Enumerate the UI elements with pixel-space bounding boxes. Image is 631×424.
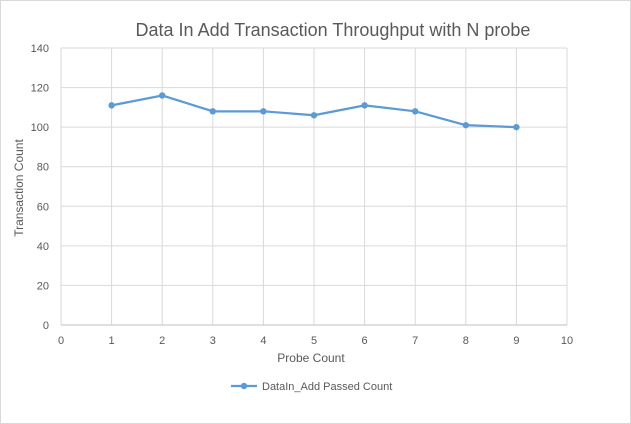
x-tick-label: 8 (463, 335, 469, 347)
data-point (260, 108, 267, 115)
x-tick-label: 10 (561, 335, 573, 347)
x-tick-label: 4 (260, 335, 266, 347)
y-tick-label: 0 (43, 320, 49, 332)
y-tick-label: 80 (37, 162, 49, 174)
data-point (159, 92, 166, 99)
data-point (462, 121, 469, 129)
y-tick-label: 140 (31, 43, 49, 55)
series-group (108, 92, 520, 131)
data-point (513, 123, 520, 131)
x-axis-label: Probe Count (277, 351, 345, 365)
data-point (108, 102, 115, 109)
x-tick-label: 9 (513, 335, 519, 347)
y-tick-label: 120 (31, 83, 49, 95)
x-tick-label: 3 (210, 335, 216, 347)
x-tick-label: 2 (159, 335, 165, 347)
x-axis: 0 1 2 3 4 5 6 7 8 9 10 (58, 324, 573, 347)
gridlines (60, 47, 568, 326)
legend-swatch-marker (240, 382, 248, 390)
x-tick-label: 6 (362, 335, 368, 347)
legend: DataIn_Add Passed Count (231, 381, 392, 393)
x-tick-label: 5 (311, 335, 317, 347)
x-tick-label: 1 (109, 335, 115, 347)
y-tick-label: 20 (37, 280, 49, 292)
x-tick-label: 7 (412, 335, 418, 347)
y-tick-label: 40 (37, 241, 49, 253)
y-axis-label: Transaction Count (12, 139, 26, 237)
chart-title: Data In Add Transaction Throughput with … (136, 20, 531, 40)
data-point (209, 108, 216, 115)
data-point (310, 112, 318, 119)
y-axis: 0 20 40 60 80 100 120 140 (31, 43, 49, 332)
y-tick-label: 100 (31, 122, 49, 134)
x-tick-label: 0 (58, 335, 64, 347)
data-point (412, 108, 419, 115)
y-tick-label: 60 (37, 201, 49, 213)
legend-label: DataIn_Add Passed Count (262, 381, 392, 393)
data-point (361, 102, 368, 109)
